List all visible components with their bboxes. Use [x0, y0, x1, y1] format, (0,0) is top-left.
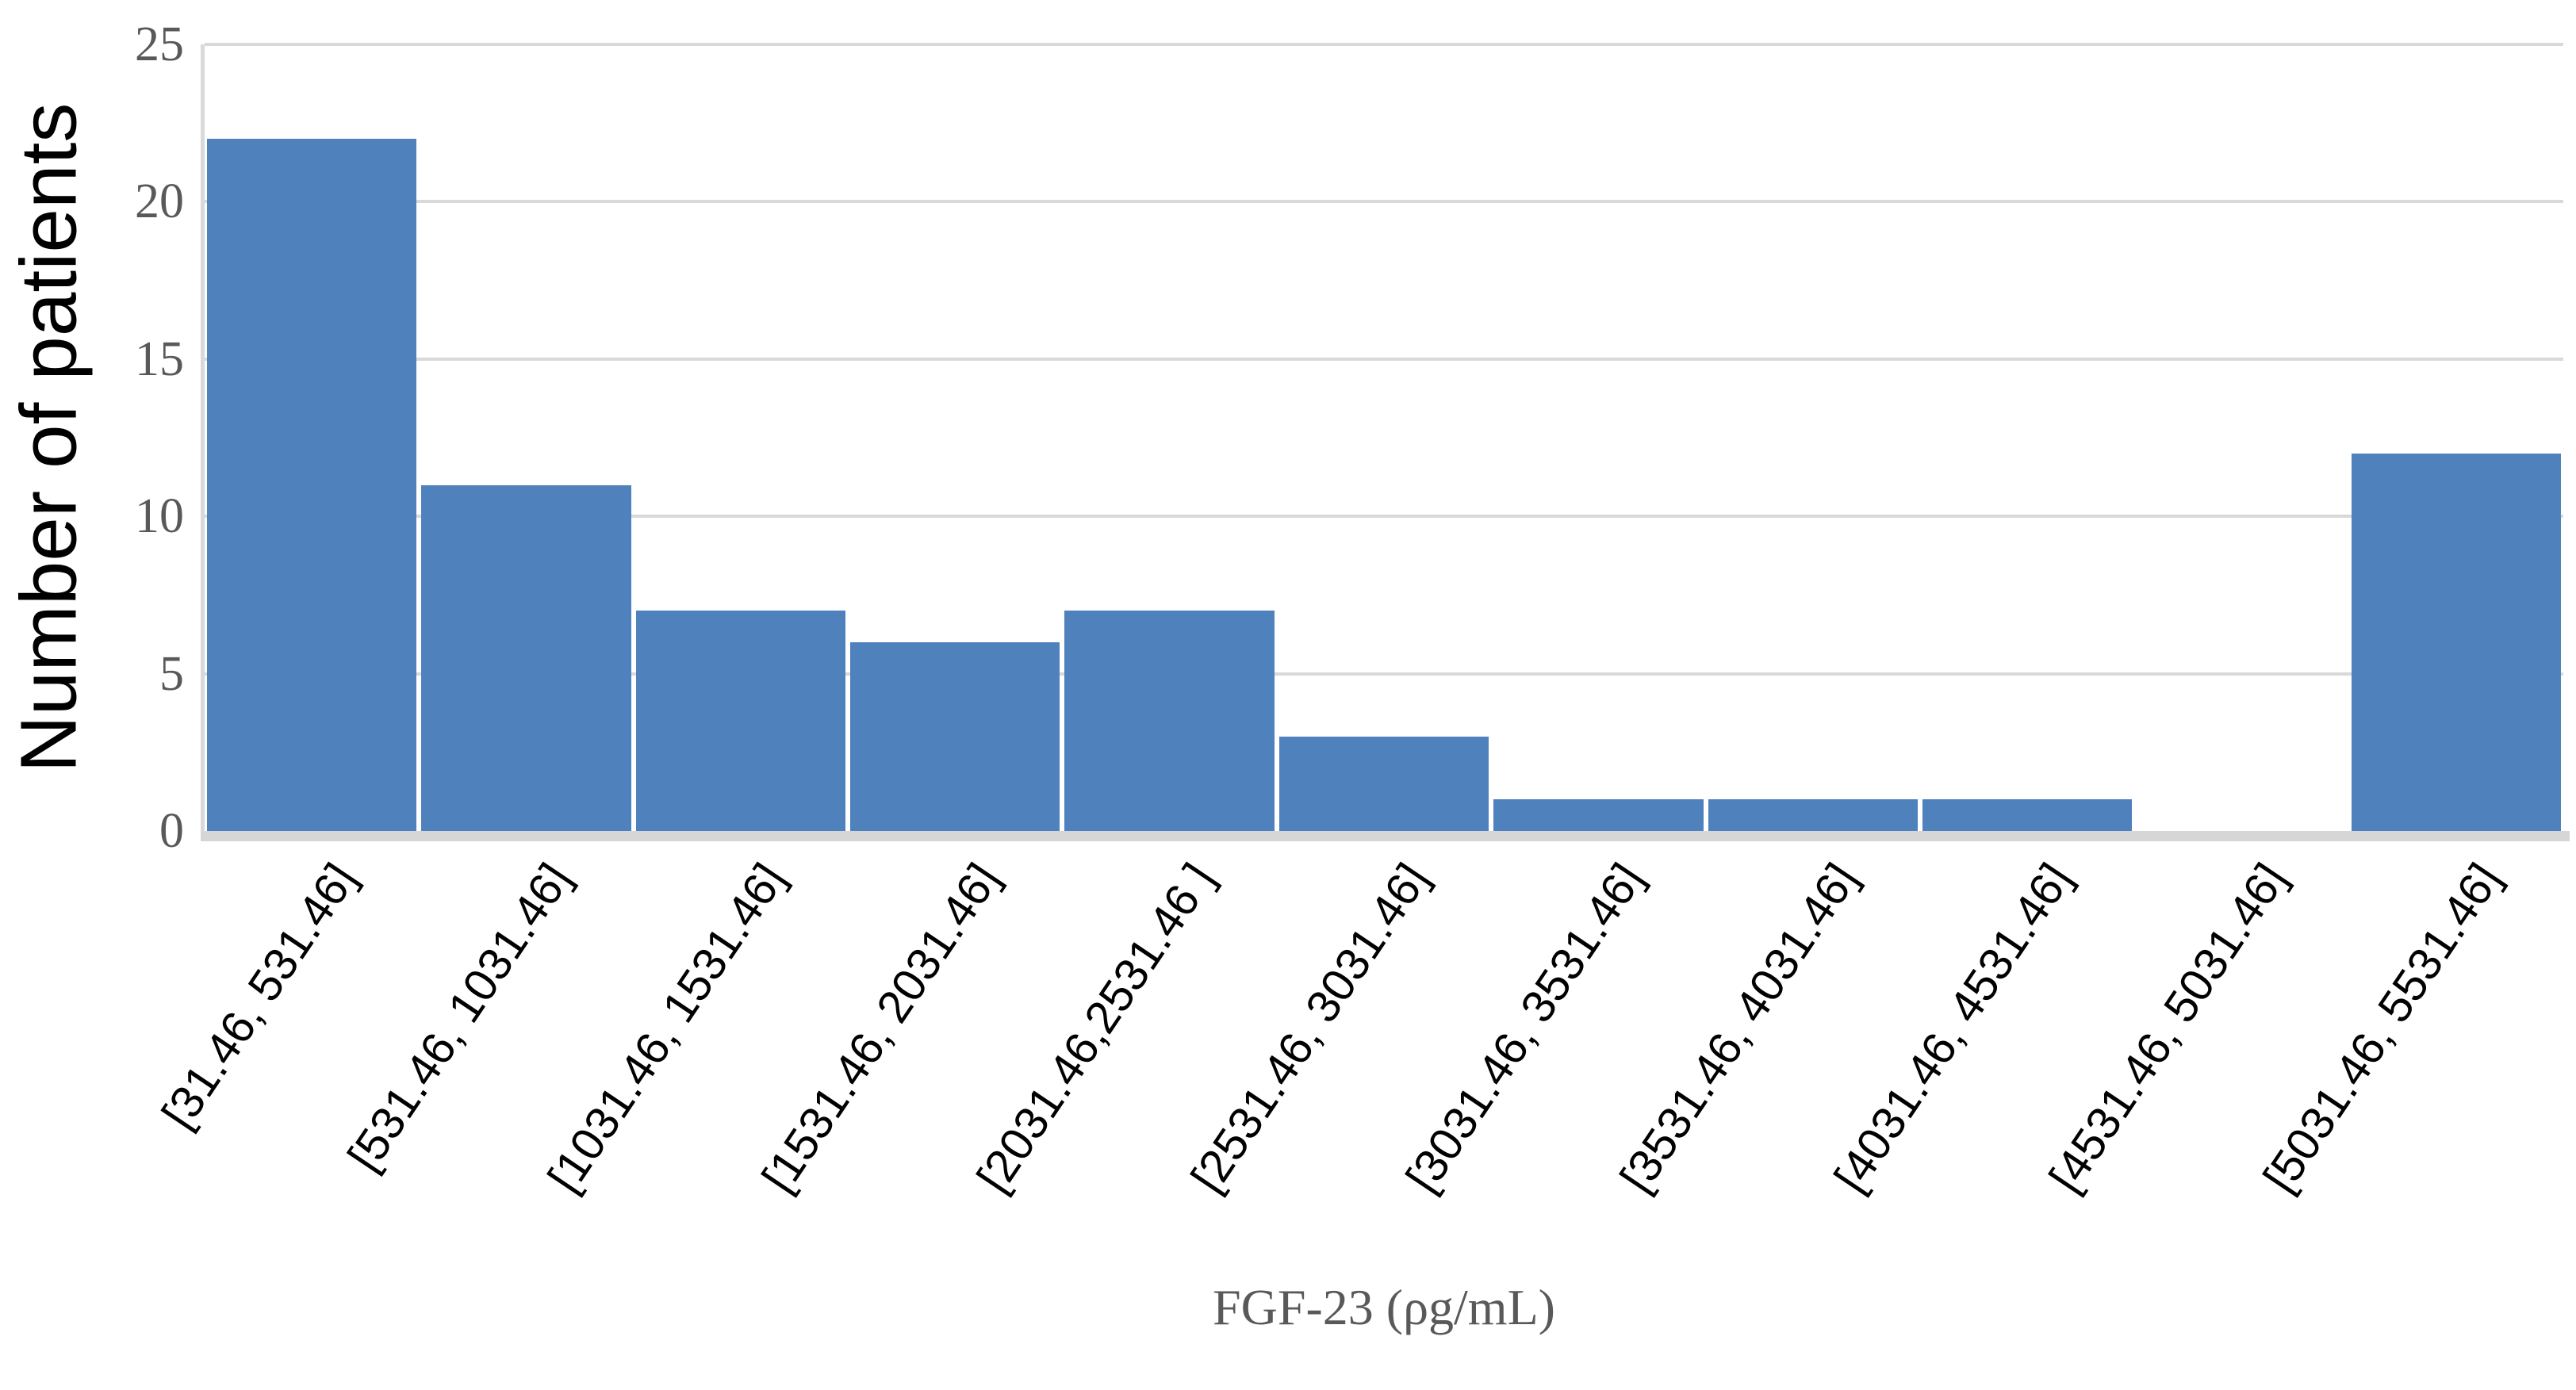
- bar-1: [207, 139, 417, 831]
- x-axis-line: [201, 831, 2570, 841]
- y-tick-label-5: 5: [159, 646, 184, 701]
- gridline-y-25: [205, 43, 2563, 46]
- bar-3: [635, 611, 846, 831]
- bar-2: [421, 484, 631, 831]
- x-tick-label-6: [2531.46, 3031.46]: [1181, 854, 1439, 1201]
- bar-6: [1278, 736, 1489, 831]
- y-axis-line: [201, 44, 205, 831]
- x-tick-label-7: [3031.46, 3531.46]: [1396, 854, 1654, 1201]
- gridline-y-10: [205, 515, 2563, 519]
- gridline-y-15: [205, 357, 2563, 361]
- y-tick-label-20: 20: [135, 174, 184, 229]
- bar-7: [1493, 799, 1704, 831]
- gridline-y-5: [205, 672, 2563, 676]
- bar-8: [1708, 799, 1918, 831]
- bar-5: [1064, 611, 1275, 831]
- x-axis-title: FGF-23 (ρg/mL): [1213, 1279, 1555, 1335]
- x-tick-label-4: [1531.46, 2031.46]: [752, 854, 1010, 1201]
- x-tick-label-3: [1031.46, 1531.46]: [538, 854, 795, 1201]
- y-tick-label-10: 10: [135, 489, 184, 544]
- x-tick-label-5: [2031.46,2531.46 ]: [967, 854, 1225, 1201]
- x-tick-label-11: [5031.46, 5531.46]: [2253, 854, 2511, 1201]
- bar-4: [850, 641, 1060, 831]
- x-tick-label-9: [4031.46, 4531.46]: [1824, 854, 2083, 1201]
- x-tick-label-8: [3531.46, 4031.46]: [1610, 854, 1868, 1201]
- gridline-y-20: [205, 200, 2563, 204]
- x-tick-label-2: [531.46, 1031.46]: [338, 854, 581, 1181]
- bar-11: [2351, 453, 2561, 831]
- y-tick-label-15: 15: [135, 331, 184, 386]
- y-tick-label-25: 25: [135, 17, 184, 71]
- bar-9: [1922, 799, 2133, 831]
- x-tick-label-10: [4531.46, 5031.46]: [2039, 854, 2297, 1201]
- x-tick-label-1: [31.46, 531.46]: [151, 854, 367, 1138]
- y-tick-label-0: 0: [159, 804, 184, 858]
